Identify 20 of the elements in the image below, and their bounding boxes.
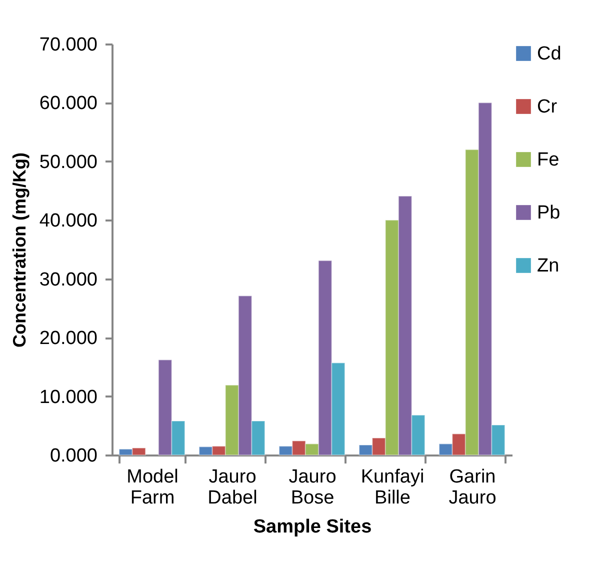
y-tick-label: 0.000 xyxy=(50,446,98,466)
x-tick-label: Jauro Bose xyxy=(288,466,336,508)
y-tick-label: 30.000 xyxy=(39,269,98,290)
legend-label: Cd xyxy=(537,44,562,64)
legend-label: Cr xyxy=(537,96,558,118)
y-tick-label: 50.000 xyxy=(39,152,98,173)
legend-label: Pb xyxy=(537,202,560,224)
y-tick-label: 10.000 xyxy=(39,386,98,408)
x-tick-label: Model Farm xyxy=(126,466,178,508)
legend-label: Fe xyxy=(537,150,560,170)
x-axis-title: Sample Sites xyxy=(253,516,372,538)
y-tick-label: 70.000 xyxy=(39,34,98,56)
y-tick-label: 20.000 xyxy=(39,328,98,350)
y-axis-title: Concentration (mg/Kg) xyxy=(9,152,30,348)
legend-label: Zn xyxy=(537,256,560,276)
x-tick-label: Garin Jauro xyxy=(448,466,496,508)
x-tick-label: Jauro Dabel xyxy=(208,466,258,508)
y-tick-label: 40.000 xyxy=(39,210,98,232)
y-tick-label: 60.000 xyxy=(39,93,98,114)
x-tick-label: Kunfayi Bille xyxy=(360,466,424,508)
